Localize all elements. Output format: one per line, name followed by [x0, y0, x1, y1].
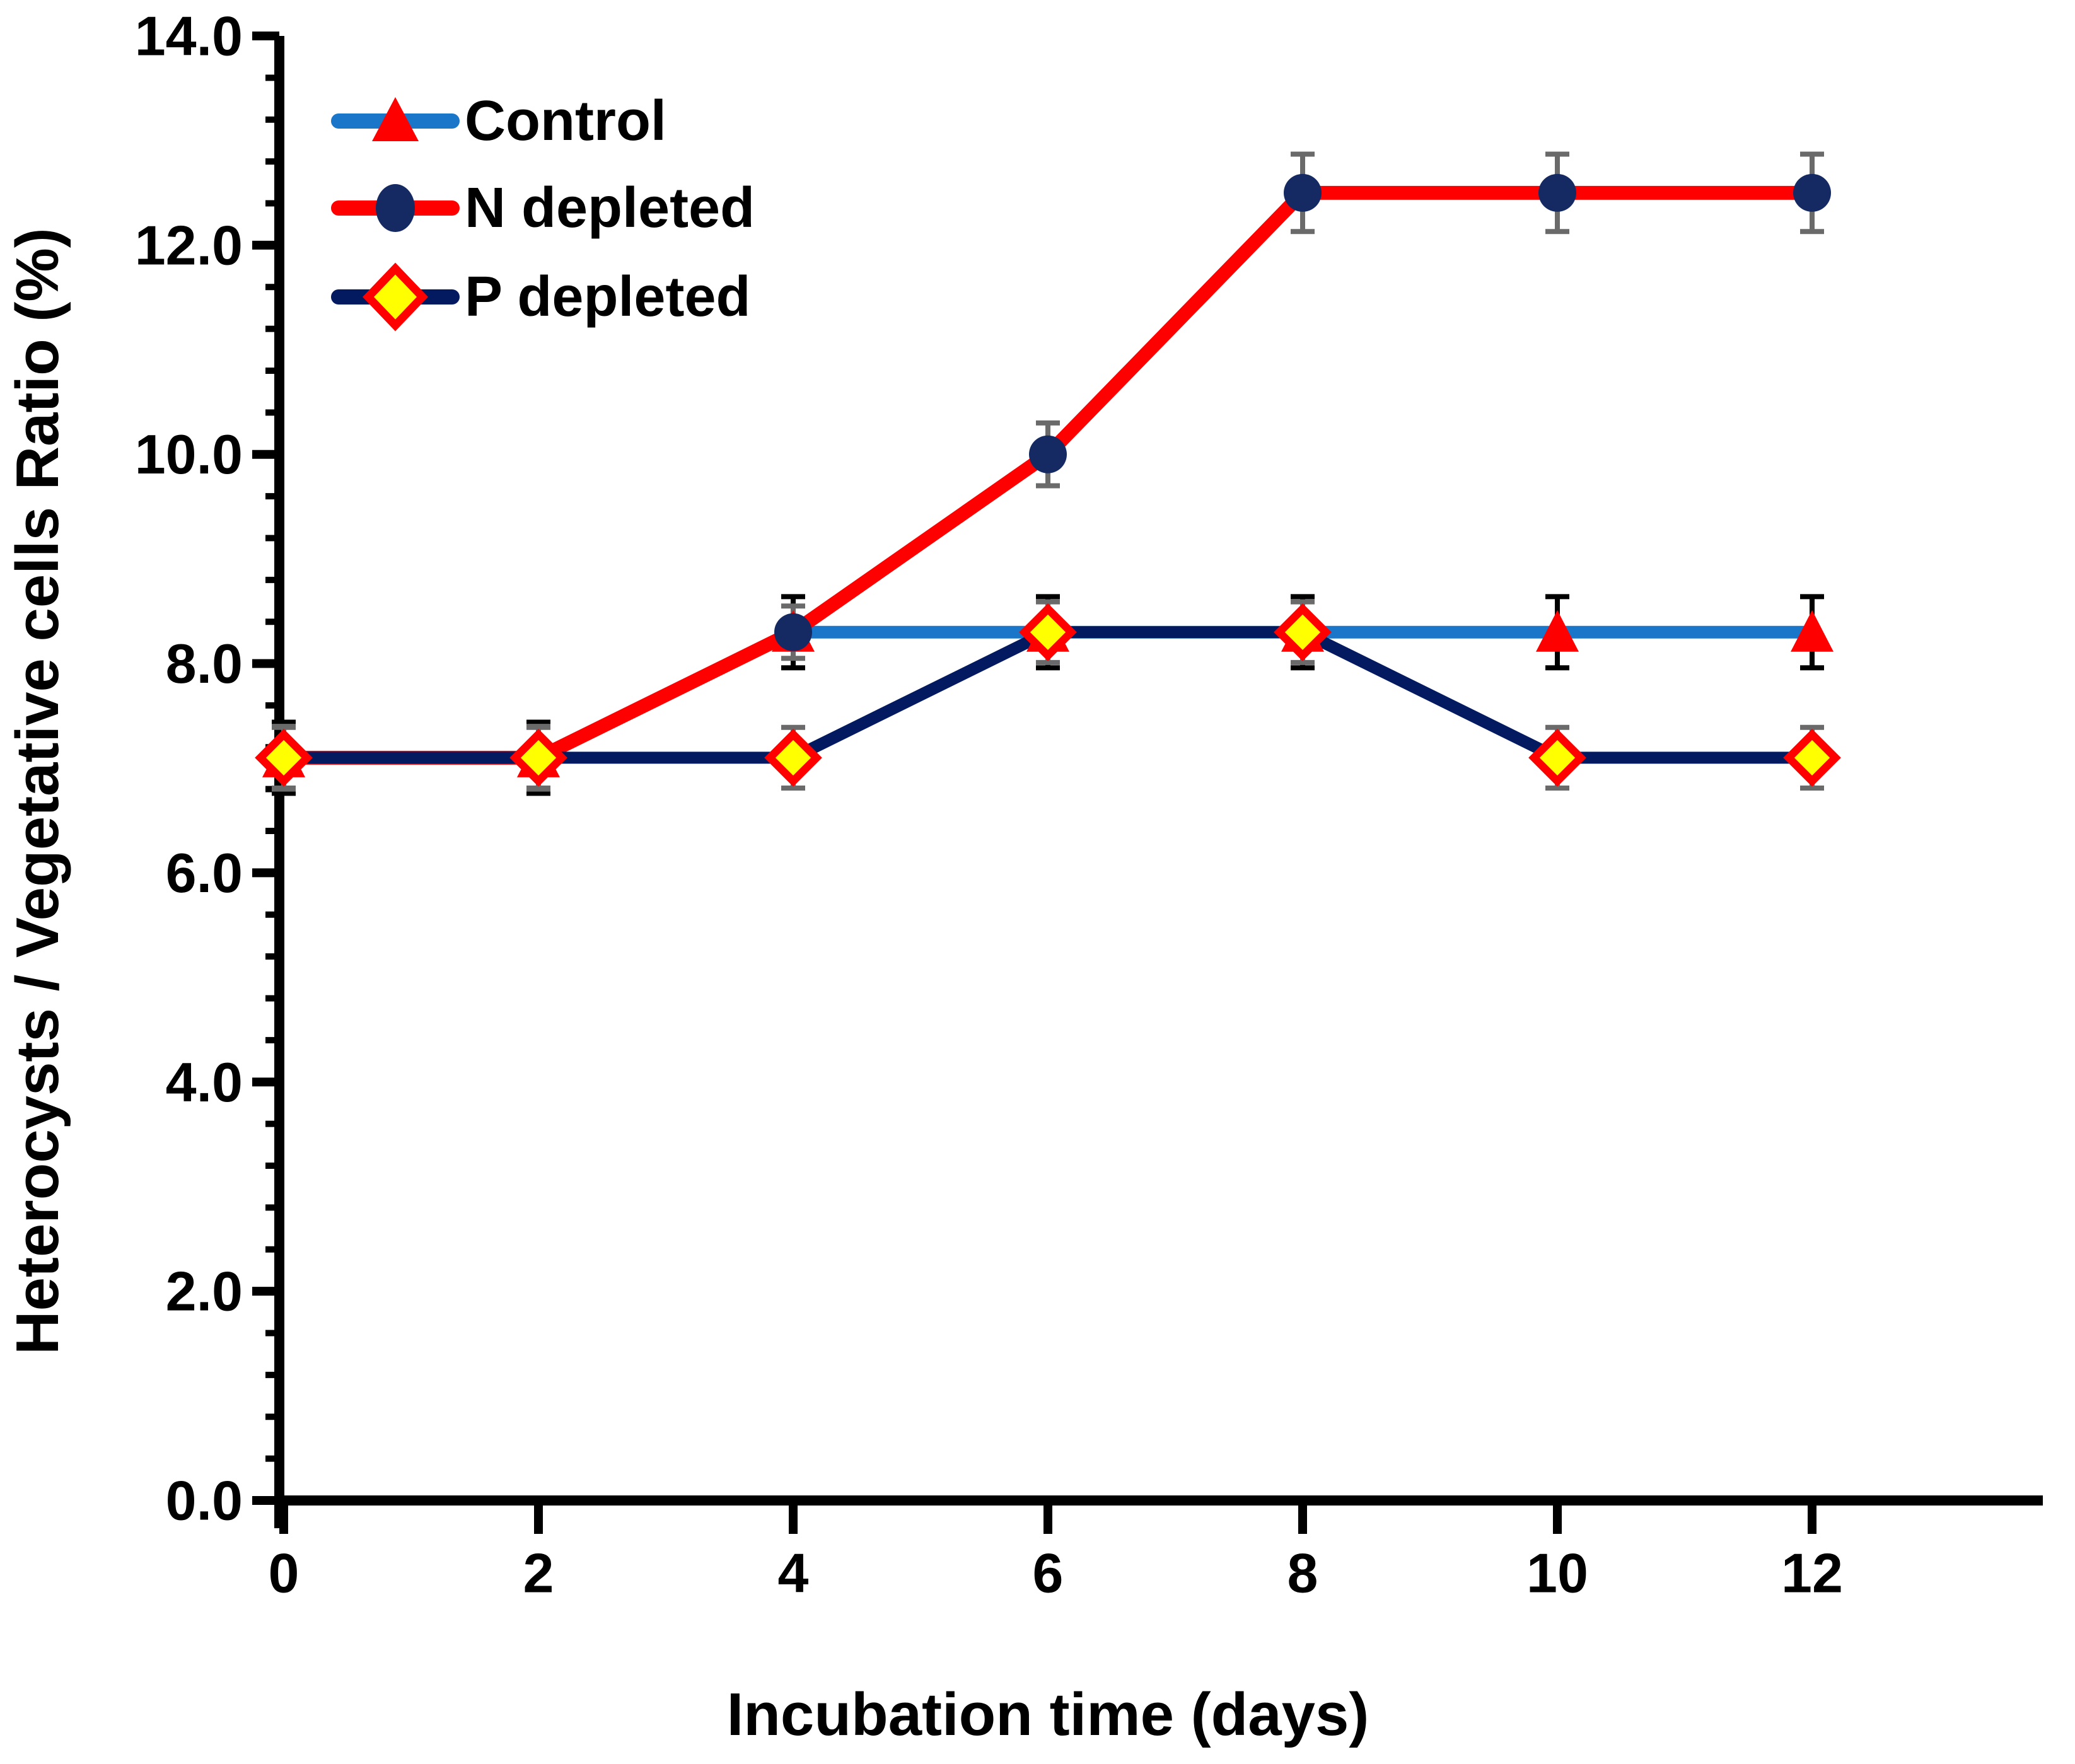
marker-triangle-control [1791, 610, 1834, 652]
y-axis-title: Heterocysts / Vegetative cells Ratio (%) [4, 228, 71, 1354]
marker-circle-n-depleted [1793, 173, 1831, 212]
legend-label-n-depleted: N depleted [465, 177, 755, 240]
legend-label-p-depleted: P depleted [465, 265, 750, 328]
marker-diamond-p-depleted [764, 729, 822, 787]
x-tick-label: 10 [1526, 1542, 1588, 1604]
x-tick-label: 6 [1033, 1542, 1064, 1604]
y-tick-label: 0.0 [166, 1470, 243, 1532]
marker-circle-n-depleted [1284, 173, 1322, 212]
marker-diamond-p-depleted [1528, 729, 1586, 787]
x-axis-title: Incubation time (days) [727, 1681, 1369, 1748]
legend-circle-marker-icon [376, 184, 415, 232]
legend-triangle-marker-icon [372, 97, 419, 141]
marker-diamond-p-depleted [1019, 603, 1077, 661]
y-tick-label: 14.0 [135, 4, 243, 67]
marker-diamond-p-depleted [255, 729, 313, 787]
y-tick-label: 12.0 [135, 214, 243, 276]
axes: 0.0 2.0 4.0 6.0 8.0 10.0 12.0 14.0 0 2 4 6 8 10 12 [135, 4, 2043, 1604]
x-tick-label: 4 [778, 1542, 809, 1604]
y-tick-label: 8.0 [166, 632, 243, 695]
x-tick-label: 2 [523, 1542, 554, 1604]
marker-circle-n-depleted [1538, 173, 1576, 212]
marker-circle-n-depleted [1029, 435, 1067, 473]
legend-diamond-marker-icon [363, 262, 428, 332]
legend-item-control: Control [331, 90, 666, 153]
legend-label-control: Control [465, 90, 666, 153]
plot-area [255, 151, 1841, 796]
x-tick-label: 12 [1781, 1542, 1843, 1604]
legend-item-p-depleted: P depleted [331, 262, 750, 332]
marker-diamond-p-depleted [1274, 603, 1332, 661]
legend-item-n-depleted: N depleted [331, 177, 755, 240]
y-tick-label: 6.0 [166, 842, 243, 904]
marker-diamond-p-depleted [509, 729, 567, 787]
marker-circle-n-depleted [774, 613, 812, 651]
marker-triangle-control [1536, 610, 1579, 652]
marker-diamond-p-depleted [1783, 729, 1841, 787]
legend: Control N depleted P depleted [331, 90, 755, 332]
y-tick-label: 2.0 [166, 1260, 243, 1323]
y-tick-label: 10.0 [135, 423, 243, 485]
x-tick-label: 8 [1287, 1542, 1318, 1604]
y-tick-label: 4.0 [166, 1051, 243, 1113]
x-tick-label: 0 [269, 1542, 299, 1604]
